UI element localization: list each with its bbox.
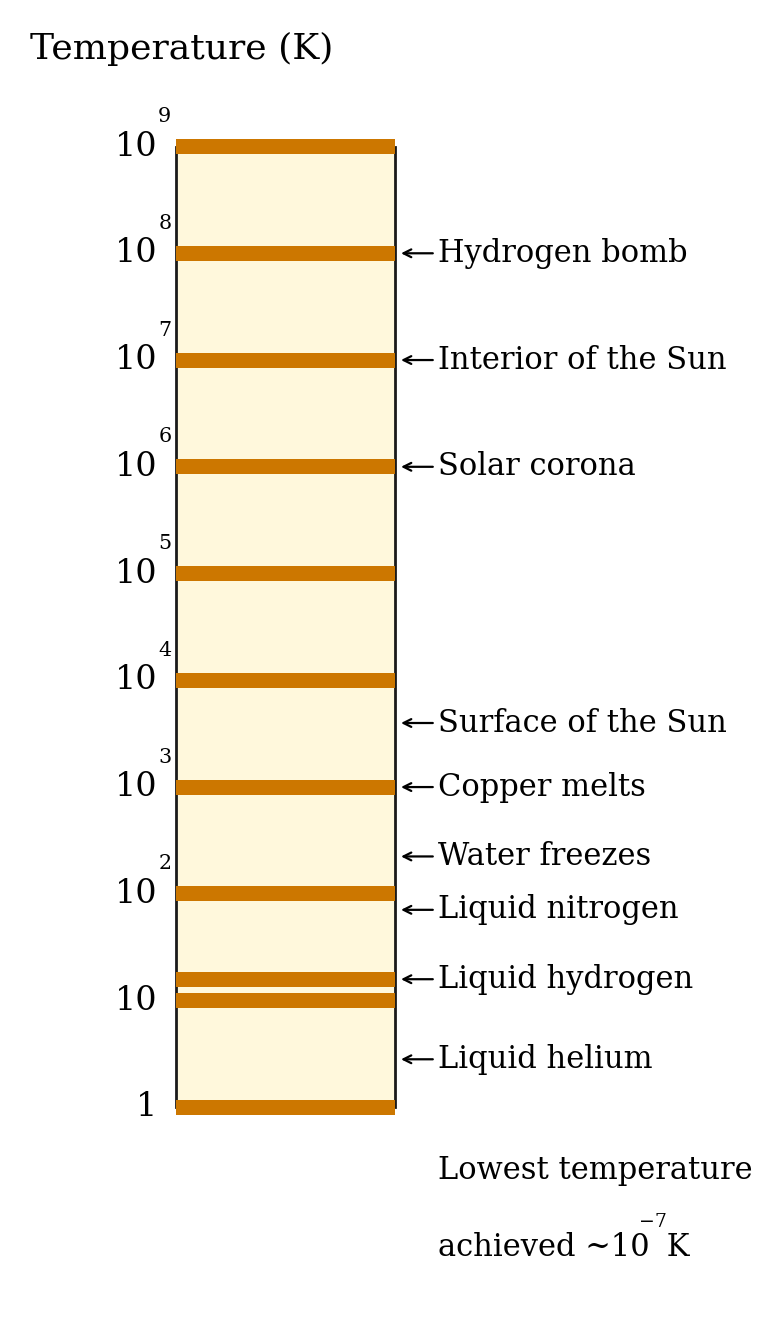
Text: K: K	[657, 1232, 690, 1264]
Text: 10: 10	[115, 343, 157, 377]
Text: 1: 1	[136, 1091, 157, 1123]
Text: 10: 10	[115, 557, 157, 590]
Text: Temperature (K): Temperature (K)	[30, 32, 333, 66]
Text: 10: 10	[115, 130, 157, 163]
Text: Interior of the Sun: Interior of the Sun	[404, 345, 727, 375]
Text: Surface of the Sun: Surface of the Sun	[404, 708, 727, 739]
Text: Water freezes: Water freezes	[404, 841, 651, 873]
Bar	[176, 147, 394, 1107]
Text: 10: 10	[115, 878, 157, 910]
Text: 5: 5	[158, 534, 171, 553]
Bar	[176, 672, 394, 688]
Bar	[176, 780, 394, 794]
Text: Liquid hydrogen: Liquid hydrogen	[404, 964, 694, 994]
Text: 6: 6	[158, 427, 171, 447]
Text: 9: 9	[158, 107, 171, 126]
Text: Lowest temperature: Lowest temperature	[439, 1155, 753, 1187]
Text: 2: 2	[158, 854, 171, 874]
Bar	[176, 566, 394, 581]
Text: −7: −7	[639, 1213, 667, 1231]
Text: 10: 10	[115, 770, 157, 804]
Bar	[176, 353, 394, 367]
Text: 10: 10	[115, 664, 157, 696]
Bar	[176, 993, 394, 1008]
Text: 10: 10	[115, 451, 157, 483]
Bar	[176, 886, 394, 902]
Text: Solar corona: Solar corona	[404, 451, 636, 483]
Text: 4: 4	[158, 640, 171, 660]
Text: Liquid nitrogen: Liquid nitrogen	[404, 894, 679, 926]
Bar	[176, 139, 394, 154]
Text: Hydrogen bomb: Hydrogen bomb	[404, 237, 688, 269]
Text: 10: 10	[115, 985, 157, 1017]
Text: 10: 10	[115, 237, 157, 269]
Text: achieved ~10: achieved ~10	[439, 1232, 650, 1264]
Bar	[176, 972, 394, 987]
Text: Copper melts: Copper melts	[404, 772, 646, 802]
Bar	[176, 459, 394, 475]
Text: 3: 3	[158, 748, 172, 766]
Text: Liquid helium: Liquid helium	[404, 1044, 653, 1075]
Bar	[176, 1099, 394, 1115]
Text: 7: 7	[158, 321, 171, 339]
Bar	[176, 245, 394, 261]
Text: 8: 8	[158, 213, 171, 233]
